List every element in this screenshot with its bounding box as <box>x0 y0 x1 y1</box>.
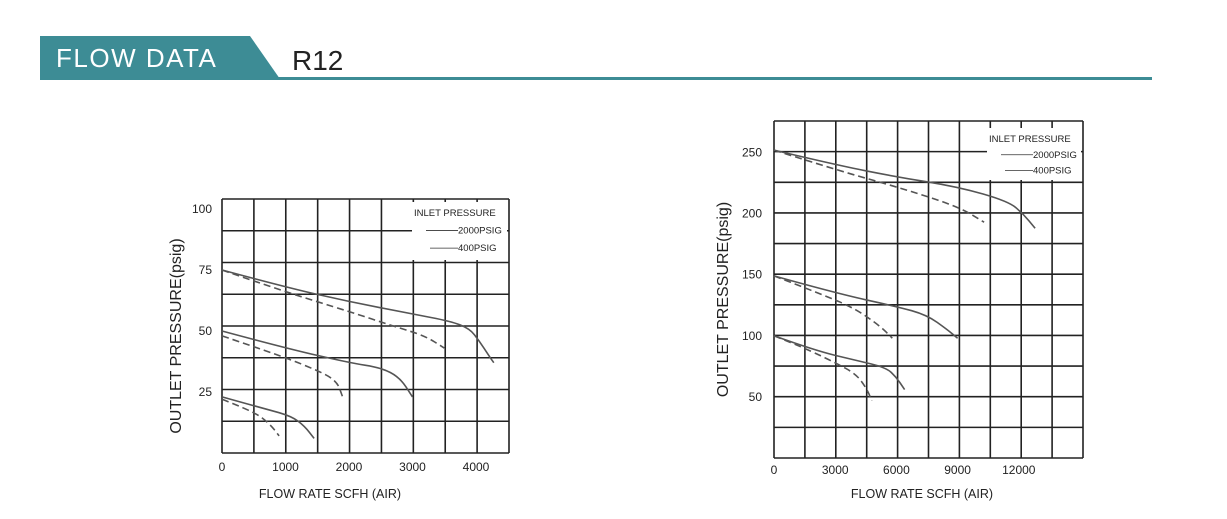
legend: INLET PRESSURE 2000PSIG 400PSIG <box>987 128 1081 180</box>
y-tick-label: 25 <box>199 385 213 399</box>
y-tick-label: 50 <box>199 324 213 338</box>
y-tick-label: 75 <box>199 263 213 277</box>
x-tick-label: 6000 <box>883 463 910 477</box>
section-title: FLOW DATA <box>56 43 218 73</box>
legend-title: INLET PRESSURE <box>989 134 1071 145</box>
model-name: R12 <box>292 45 344 76</box>
y-axis-label: OUTLET PRESSURE(psig) <box>168 238 185 433</box>
header-banner <box>40 36 280 79</box>
series-line-2000psig-250 <box>773 149 1036 229</box>
x-tick-label: 0 <box>771 463 778 477</box>
x-tick-label: 2000 <box>336 460 363 474</box>
y-tick-label: 150 <box>742 268 762 282</box>
x-axis-label: FLOW RATE SCFH (AIR) <box>851 487 993 501</box>
y-tick-label: 200 <box>742 207 762 221</box>
y-axis-label: OUTLET PRESSURE(psig) <box>715 202 732 397</box>
page-header: FLOW DATA R12 <box>0 0 1227 90</box>
legend-entry: 400PSIG <box>458 243 497 254</box>
legend-entry: 400PSIG <box>1033 166 1072 177</box>
series-line-400psig-50 <box>221 335 344 398</box>
x-tick-label: 1000 <box>272 460 299 474</box>
y-tick-label: 50 <box>749 390 763 404</box>
legend-box <box>987 128 1081 180</box>
y-tick-label: 100 <box>192 202 212 216</box>
series-line-2000psig-100 <box>773 335 906 391</box>
series-line-400psig-100 <box>773 335 873 401</box>
y-tick-label: 100 <box>742 329 762 343</box>
grid <box>773 120 1084 459</box>
series-line-400psig-25 <box>221 398 280 437</box>
legend-box <box>412 202 507 260</box>
legend: INLET PRESSURE 2000PSIG 400PSIG <box>412 202 507 260</box>
banner-shape <box>40 36 280 79</box>
x-axis-label: FLOW RATE SCFH (AIR) <box>259 487 401 501</box>
legend-title: INLET PRESSURE <box>414 208 496 219</box>
legend-entry: 2000PSIG <box>1033 150 1077 161</box>
x-tick-label: 4000 <box>463 460 490 474</box>
x-tick-label: 3000 <box>822 463 849 477</box>
x-tick-label: 0 <box>219 460 226 474</box>
x-tick-label: 3000 <box>399 460 426 474</box>
legend-entry: 2000PSIG <box>458 226 502 237</box>
y-tick-label: 250 <box>742 146 762 160</box>
header-rule <box>40 77 1152 80</box>
series-line-400psig-250 <box>773 149 985 223</box>
series-line-2000psig-150 <box>773 275 959 339</box>
series-line-2000psig-25 <box>221 396 315 439</box>
series-line-400psig-75 <box>221 269 445 349</box>
series-line-400psig-150 <box>773 275 893 339</box>
series-line-2000psig-75 <box>221 269 495 364</box>
x-tick-label: 9000 <box>944 463 971 477</box>
x-tick-label: 12000 <box>1002 463 1036 477</box>
series-line-2000psig-50 <box>221 330 414 398</box>
